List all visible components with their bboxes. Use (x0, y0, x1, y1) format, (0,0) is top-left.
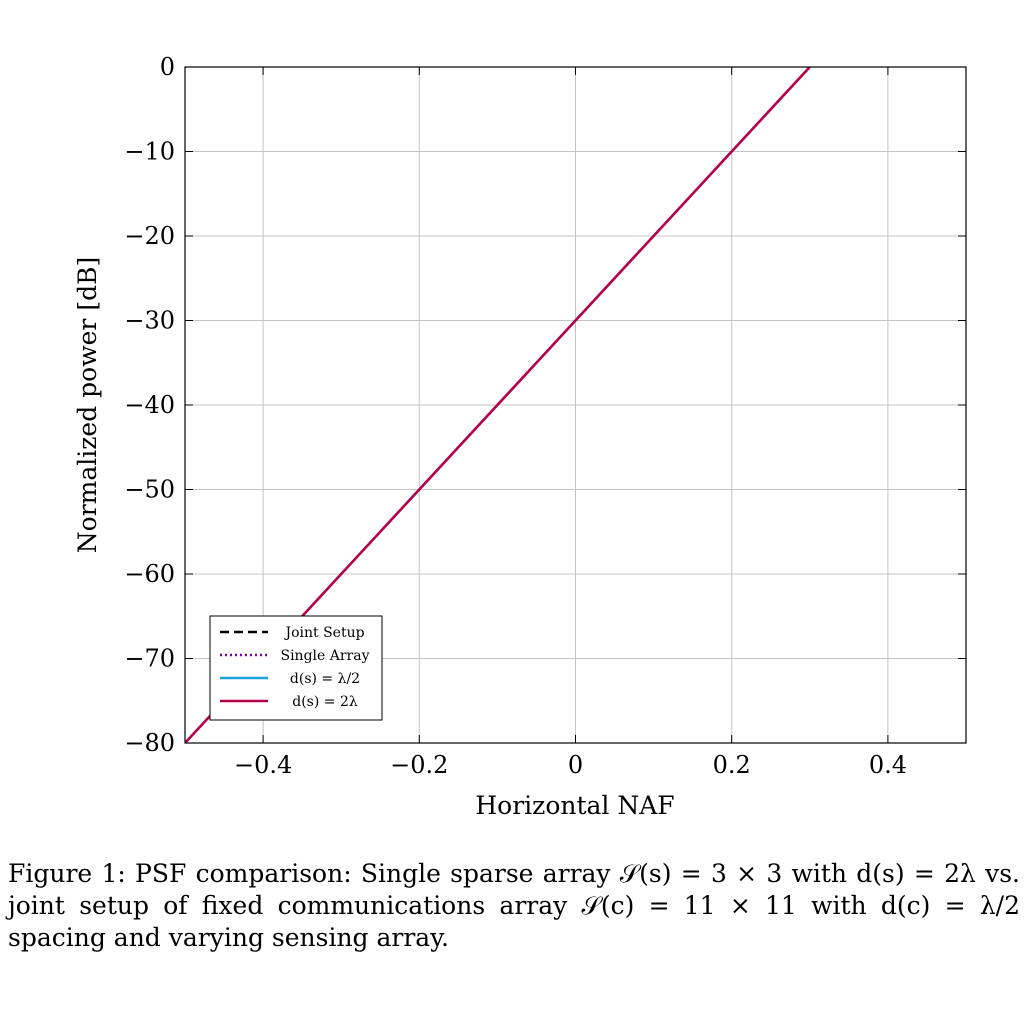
x-tick-label: −0.4 (234, 751, 292, 779)
y-tick-labels: 0 −10 −20 −30 −40 −50 −60 −70 −80 (124, 53, 175, 757)
y-tick-label: −40 (124, 391, 175, 419)
y-axis-title: Normalized power [dB] (73, 257, 102, 553)
y-tick-label: −50 (124, 476, 175, 504)
caption-text: PSF comparison: Single sparse array 𝒮(s)… (8, 859, 1020, 952)
x-tick-label: 0.2 (713, 751, 751, 779)
x-tick-label: 0.4 (869, 751, 907, 779)
legend-label: Single Array (280, 648, 369, 664)
legend: Joint Setup Single Array d(s) = λ/2 d(s) = … (209, 615, 383, 721)
axis-ticks (185, 66, 966, 744)
x-tick-label: −0.2 (390, 751, 448, 779)
legend-label: d(s) = λ/2 (290, 671, 360, 687)
x-axis-title: Horizontal NAF (475, 791, 674, 820)
y-tick-label: −70 (124, 645, 175, 673)
psf-chart: −0.4 −0.2 0 0.2 0.4 0 −10 −20 −30 −40 −50 −60 −70 −8… (73, 53, 967, 820)
y-tick-label: −30 (124, 307, 175, 335)
y-tick-label: 0 (160, 53, 175, 81)
legend-box (209, 615, 383, 721)
x-tick-label: 0 (568, 751, 583, 779)
legend-label: d(s) = 2λ (292, 694, 358, 710)
y-tick-label: −20 (124, 222, 175, 250)
y-tick-label: −60 (124, 560, 175, 588)
y-tick-label: −10 (124, 138, 175, 166)
caption-label: Figure 1: (8, 859, 126, 888)
y-tick-label: −80 (124, 729, 175, 757)
figure-caption: Figure 1: PSF comparison: Single sparse … (8, 858, 1020, 954)
x-tick-labels: −0.4 −0.2 0 0.2 0.4 (234, 751, 907, 779)
legend-label: Joint Setup (283, 625, 364, 641)
